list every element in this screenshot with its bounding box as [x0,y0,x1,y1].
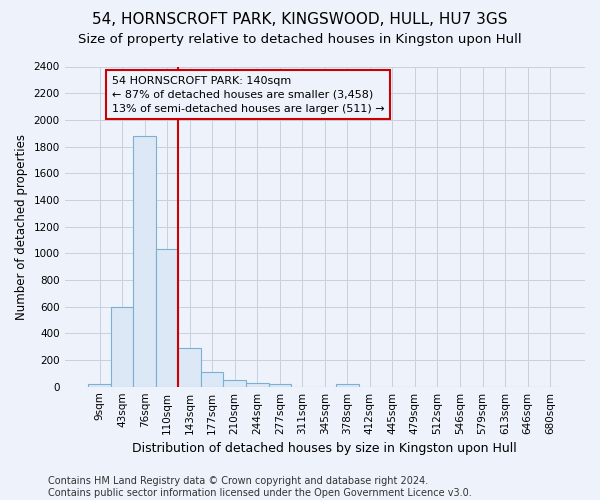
Bar [223,380,246,386]
Text: Contains HM Land Registry data © Crown copyright and database right 2024.
Contai: Contains HM Land Registry data © Crown c… [48,476,472,498]
Text: Size of property relative to detached houses in Kingston upon Hull: Size of property relative to detached ho… [78,32,522,46]
Bar [111,306,133,386]
Bar [336,384,359,386]
X-axis label: Distribution of detached houses by size in Kingston upon Hull: Distribution of detached houses by size … [133,442,517,455]
Bar [88,384,111,386]
Bar [156,250,178,386]
Bar [201,372,223,386]
Bar [269,384,291,386]
Bar [178,348,201,387]
Text: 54 HORNSCROFT PARK: 140sqm
← 87% of detached houses are smaller (3,458)
13% of s: 54 HORNSCROFT PARK: 140sqm ← 87% of deta… [112,76,385,114]
Bar [246,382,269,386]
Y-axis label: Number of detached properties: Number of detached properties [15,134,28,320]
Bar [133,136,156,386]
Text: 54, HORNSCROFT PARK, KINGSWOOD, HULL, HU7 3GS: 54, HORNSCROFT PARK, KINGSWOOD, HULL, HU… [92,12,508,28]
